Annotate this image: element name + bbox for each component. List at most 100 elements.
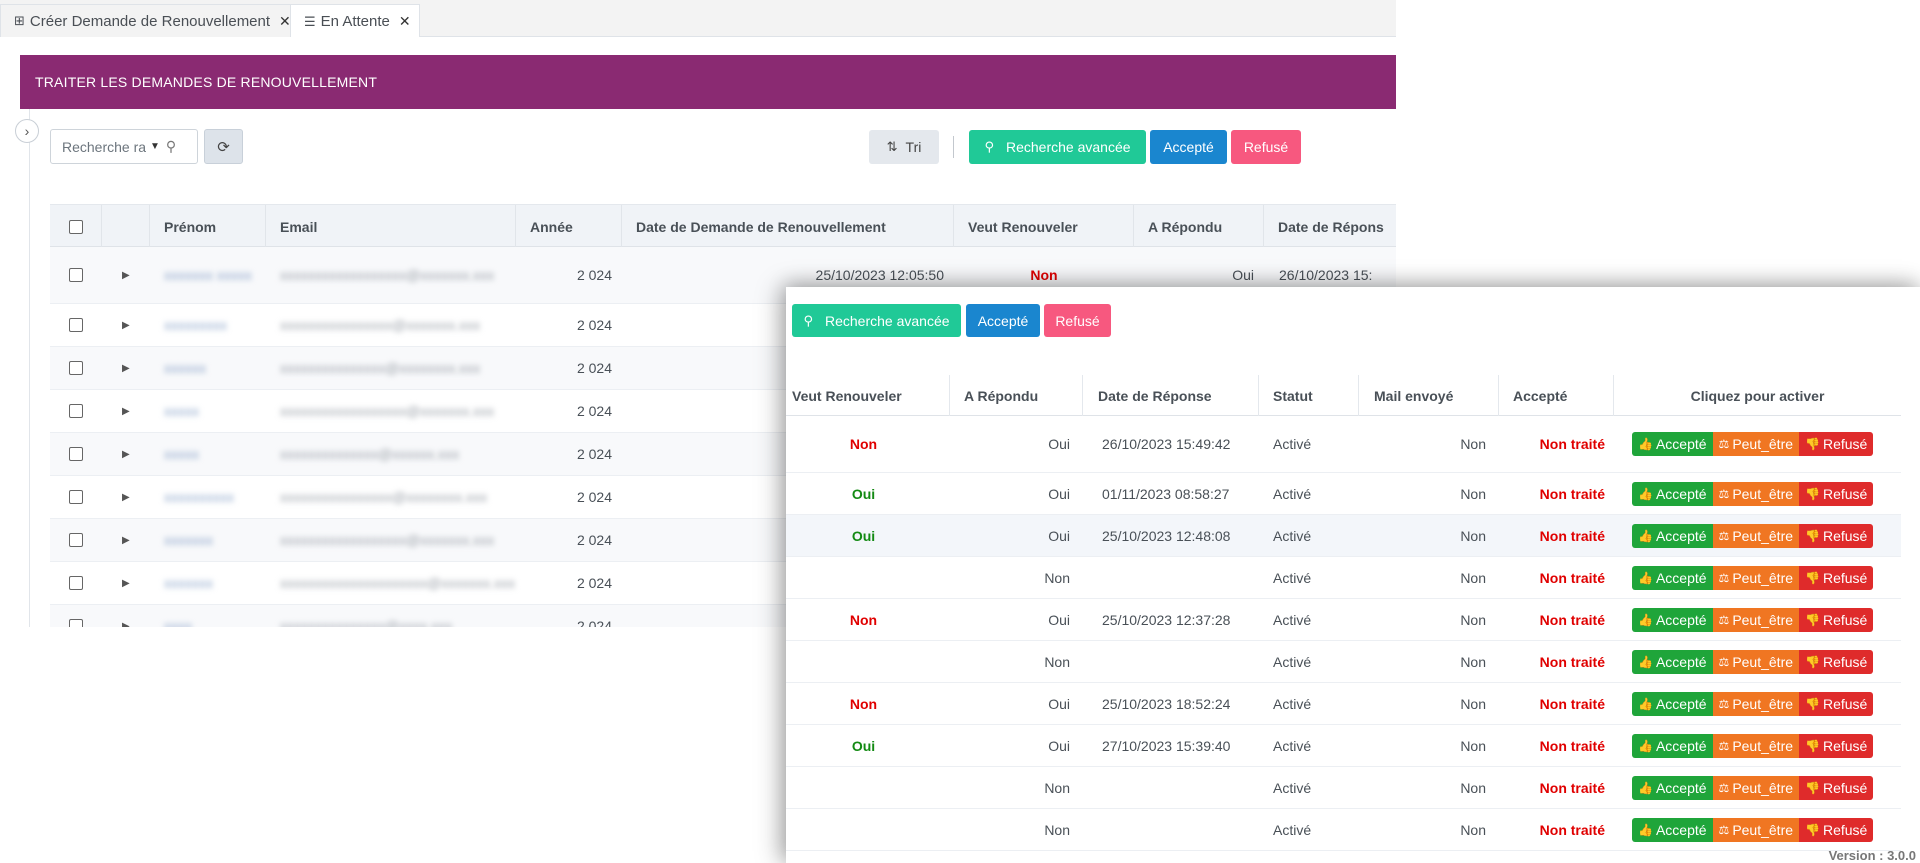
header-accepte[interactable]: Accepté (1499, 375, 1614, 416)
caret-right-icon[interactable]: ▶ (122, 534, 130, 546)
table-row[interactable]: Oui Oui 25/10/2023 12:48:08 Activé Non Non tr… (786, 515, 1901, 557)
maybe-action-button[interactable]: ⚖ Peut_être (1712, 481, 1800, 506)
statut-cell: Activé (1273, 653, 1312, 670)
caret-right-icon[interactable]: ▶ (122, 405, 130, 417)
statut-cell: Activé (1273, 779, 1312, 796)
row-checkbox[interactable] (69, 490, 83, 504)
table-row[interactable]: Non Oui 25/10/2023 12:37:28 Activé Non Non tr… (786, 599, 1901, 641)
header-veut-renouveler[interactable]: Veut Renouveler (786, 375, 950, 416)
table-row[interactable]: Non Oui 25/10/2023 18:52:24 Activé Non Non tr… (786, 683, 1901, 725)
caret-right-icon[interactable]: ▶ (122, 620, 130, 628)
refuse-action-button[interactable]: 👎 Refusé (1799, 432, 1874, 456)
caret-right-icon[interactable]: ▶ (122, 577, 130, 589)
row-checkbox[interactable] (69, 576, 83, 590)
prenom-cell: xxxxxxx (164, 562, 213, 604)
accept-action-button[interactable]: 👍 Accepté (1632, 691, 1713, 716)
maybe-action-button[interactable]: ⚖ Peut_être (1712, 565, 1800, 590)
refuse-action-button[interactable]: 👎 Refusé (1799, 691, 1874, 716)
close-icon[interactable]: ✕ (279, 12, 291, 29)
row-checkbox[interactable] (69, 447, 83, 461)
accept-action-button[interactable]: 👍 Accepté (1632, 481, 1713, 506)
actions-cell: 👍 Accepté ⚖ Peut_être 👎 Refusé (1632, 515, 1874, 556)
header-date-reponse[interactable]: Date de Réponse (1083, 375, 1259, 416)
sort-button[interactable]: ⇅ Tri (869, 130, 939, 164)
row-checkbox[interactable] (69, 404, 83, 418)
caret-right-icon[interactable]: ▶ (122, 319, 130, 331)
maybe-action-button[interactable]: ⚖ Peut_être (1712, 523, 1800, 548)
caret-right-icon[interactable]: ▶ (122, 362, 130, 374)
refuse-action-button[interactable]: 👎 Refusé (1799, 523, 1874, 548)
accepted-filter-button[interactable]: Accepté (966, 304, 1040, 337)
accepted-filter-button[interactable]: Accepté (1150, 130, 1227, 164)
header-date-reponse[interactable]: Date de Répons (1278, 218, 1384, 235)
maybe-action-button[interactable]: ⚖ Peut_être (1712, 817, 1800, 842)
caret-right-icon[interactable]: ▶ (122, 448, 130, 460)
refuse-action-button[interactable]: 👎 Refusé (1799, 775, 1874, 800)
accept-action-button[interactable]: 👍 Accepté (1632, 649, 1713, 674)
accept-action-button[interactable]: 👍 Accepté (1632, 523, 1713, 548)
header-statut[interactable]: Statut (1259, 375, 1359, 416)
caret-right-icon[interactable]: ▶ (122, 491, 130, 503)
close-icon[interactable]: ✕ (398, 13, 411, 29)
row-checkbox[interactable] (69, 619, 83, 627)
refuse-action-button[interactable]: 👎 Refusé (1799, 817, 1874, 842)
maybe-action-button[interactable]: ⚖ Peut_être (1712, 775, 1800, 800)
caret-right-icon[interactable]: ▶ (122, 269, 130, 281)
header-prenom[interactable]: Prénom (150, 205, 266, 248)
caret-down-icon[interactable]: ▼ (150, 141, 160, 152)
date-reponse-cell: 27/10/2023 15:39:40 (1102, 737, 1231, 754)
header-date-demande[interactable]: Date de Demande de Renouvellement (622, 205, 954, 248)
header-a-repondu[interactable]: A Répondu (950, 375, 1083, 416)
header-cliquez-pour-activer[interactable]: Cliquez pour activer (1690, 387, 1825, 404)
accept-action-button[interactable]: 👍 Accepté (1632, 432, 1713, 456)
advanced-search-button[interactable]: ⚲ Recherche avancée (792, 304, 961, 337)
maybe-action-button[interactable]: ⚖ Peut_être (1712, 733, 1800, 758)
row-checkbox[interactable] (69, 533, 83, 547)
search-input[interactable]: Recherche ra ▼ ⚲ (50, 129, 198, 164)
refuse-action-button[interactable]: 👎 Refusé (1799, 607, 1874, 632)
header-annee[interactable]: Année (516, 205, 622, 248)
refuse-action-button[interactable]: 👎 Refusé (1799, 649, 1874, 674)
maybe-action-button[interactable]: ⚖ Peut_être (1712, 607, 1800, 632)
table-row[interactable]: Oui Oui 01/11/2023 08:58:27 Activé Non Non tr… (786, 473, 1901, 515)
accept-action-button[interactable]: 👍 Accepté (1632, 607, 1713, 632)
select-all-checkbox[interactable] (68, 219, 83, 234)
maybe-action-button[interactable]: ⚖ Peut_être (1712, 691, 1800, 716)
row-checkbox[interactable] (69, 361, 83, 375)
maybe-action-button[interactable]: ⚖ Peut_être (1712, 649, 1800, 674)
accept-action-button[interactable]: 👍 Accepté (1632, 775, 1713, 800)
advanced-search-button[interactable]: ⚲ Recherche avancée (969, 130, 1146, 164)
refresh-button[interactable]: ⟳ (204, 129, 243, 164)
row-checkbox[interactable] (69, 268, 83, 282)
table-row[interactable]: Oui Oui 27/10/2023 15:39:40 Activé Non Non tr… (786, 725, 1901, 767)
sidebar-toggle-button[interactable]: › (15, 119, 39, 143)
date-reponse-cell: 25/10/2023 18:52:24 (1102, 695, 1231, 712)
refused-filter-button[interactable]: Refusé (1231, 130, 1301, 164)
refused-filter-button[interactable]: Refusé (1044, 304, 1111, 337)
refuse-action-button[interactable]: 👎 Refusé (1799, 733, 1874, 758)
header-a-repondu[interactable]: A Répondu (1134, 205, 1264, 248)
tab-create-request[interactable]: ⊞ Créer Demande de Renouvellement ✕ (0, 4, 300, 37)
table-row[interactable]: Non Activé Non Non traité 👍 Accepté ⚖ Peut_être… (786, 809, 1901, 851)
accept-action-button[interactable]: 👍 Accepté (1632, 565, 1713, 590)
header-mail-envoye[interactable]: Mail envoyé (1359, 375, 1499, 416)
tab-pending[interactable]: ☰ En Attente ✕ (290, 4, 420, 38)
table-row[interactable]: ▶ xxxxx xxxxxxxxxxxxxxxxxx@xxxxxxx.xxx 2 02… (50, 390, 1396, 433)
maybe-action-button[interactable]: ⚖ Peut_être (1712, 432, 1800, 456)
table-row[interactable]: Non Activé Non Non traité 👍 Accepté ⚖ Peut_être… (786, 557, 1901, 599)
table-row[interactable]: Non Activé Non Non traité 👍 Accepté ⚖ Peut_être… (786, 641, 1901, 683)
accepte-cell: Non traité (1499, 416, 1605, 472)
email-cell: xxxxxxxxxxxxxxxxxx@xxxxxxx.xxx (280, 519, 494, 561)
balance-scale-icon: ⚖ (1718, 486, 1730, 501)
table-row[interactable]: Non Activé Non Non traité 👍 Accepté ⚖ Peut_être… (786, 767, 1901, 809)
search-icon[interactable]: ⚲ (165, 138, 177, 154)
accept-action-button[interactable]: 👍 Accepté (1632, 733, 1713, 758)
accept-action-button[interactable]: 👍 Accepté (1632, 817, 1713, 842)
row-checkbox[interactable] (69, 318, 83, 332)
table-row[interactable]: Non Oui 26/10/2023 15:49:42 Activé Non Non tr… (786, 416, 1901, 473)
header-email[interactable]: Email (266, 205, 516, 248)
refuse-action-button[interactable]: 👎 Refusé (1799, 481, 1874, 506)
header-veut-renouveler[interactable]: Veut Renouveler (954, 205, 1134, 248)
refuse-action-button[interactable]: 👎 Refusé (1799, 565, 1874, 590)
statut-cell: Activé (1273, 569, 1312, 586)
